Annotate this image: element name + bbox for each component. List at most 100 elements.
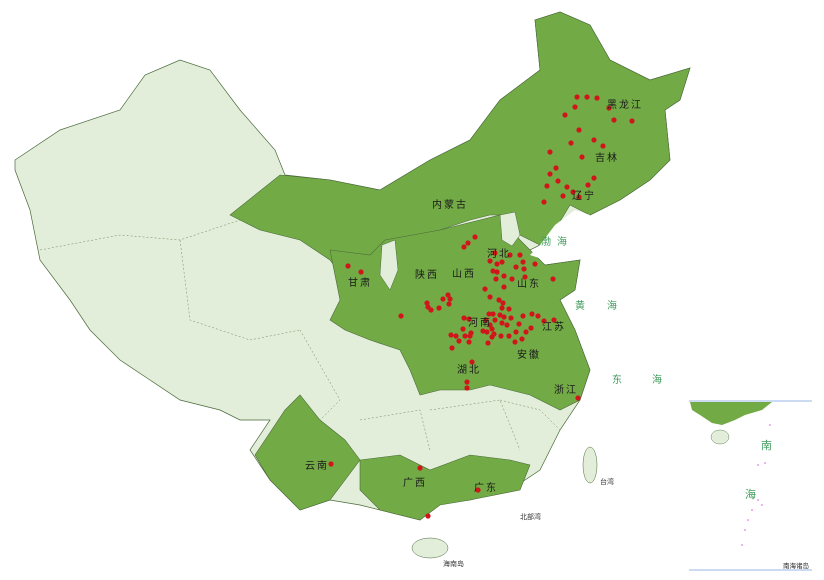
site-marker — [483, 317, 489, 323]
label-gansu: 甘肃 — [348, 276, 372, 289]
site-marker — [506, 333, 512, 339]
site-marker — [490, 268, 496, 274]
site-marker — [584, 94, 590, 100]
hainan-island — [411, 537, 449, 559]
label-shanxi: 山西 — [452, 268, 476, 280]
site-marker — [535, 313, 541, 319]
site-marker — [487, 322, 493, 328]
site-marker — [469, 359, 475, 365]
label-guangxi: 广西 — [403, 477, 427, 489]
site-marker — [449, 345, 455, 351]
taiwan-island — [582, 446, 598, 484]
label-shaanxi: 陕西 — [415, 268, 439, 281]
site-marker — [528, 325, 534, 331]
site-marker — [513, 329, 519, 335]
site-marker — [547, 149, 553, 155]
site-marker — [494, 269, 500, 275]
site-marker — [487, 258, 493, 264]
site-marker — [509, 276, 515, 282]
site-marker — [551, 317, 557, 323]
label-hebei: 河北 — [487, 248, 511, 260]
site-marker — [541, 318, 547, 324]
site-marker — [436, 305, 442, 311]
label-shandong: 山东 — [517, 277, 541, 290]
site-marker — [576, 127, 582, 133]
region-beijing-tianjin — [499, 211, 521, 247]
site-marker — [500, 300, 506, 306]
site-marker — [475, 487, 481, 493]
site-marker — [507, 252, 513, 258]
bohai-sea — [530, 210, 590, 260]
site-marker — [485, 340, 491, 346]
site-marker — [446, 301, 452, 307]
label-beibuwan: 北部湾 — [520, 512, 541, 521]
site-marker — [574, 94, 580, 100]
site-marker — [466, 316, 472, 322]
label-guangdong: 广东 — [474, 481, 498, 494]
site-marker — [466, 339, 472, 345]
region-guangxi-guangdong — [359, 454, 531, 521]
site-marker — [611, 117, 617, 123]
label-neimenggu: 内蒙古 — [432, 198, 468, 211]
site-marker — [345, 263, 351, 269]
site-marker — [484, 329, 490, 335]
site-marker — [517, 252, 523, 258]
site-marker — [493, 276, 499, 282]
site-marker — [472, 234, 478, 240]
site-marker — [522, 274, 528, 280]
inset-islands — [741, 424, 771, 546]
south-china-sea-inset: 南 海 南海诸岛 — [689, 400, 812, 571]
site-marker — [585, 182, 591, 188]
site-marker — [600, 143, 606, 149]
site-marker — [464, 385, 470, 391]
site-marker — [516, 321, 522, 327]
inset-hainan — [710, 429, 730, 445]
site-marker — [532, 261, 538, 267]
site-marker — [498, 333, 504, 339]
site-marker — [425, 513, 431, 519]
site-marker — [489, 326, 495, 332]
site-marker — [555, 178, 561, 184]
province-labels: 黑龙江 吉林 辽宁 内蒙古 河北 山西 陕西 甘肃 山东 河南 江苏 安徽 湖北… — [305, 98, 641, 494]
site-marker — [575, 395, 581, 401]
site-marker — [494, 261, 500, 267]
label-henan: 河南 — [468, 316, 492, 329]
label-zhejiang: 浙江 — [554, 384, 578, 396]
site-marker — [629, 118, 635, 124]
site-marker — [520, 259, 526, 265]
label-huanghai: 黄海 — [575, 299, 639, 312]
site-marker — [521, 266, 527, 272]
site-marker — [497, 312, 503, 318]
site-marker — [480, 328, 486, 334]
site-marker — [512, 339, 518, 345]
site-marker — [553, 165, 559, 171]
inset-title: 南海诸岛 — [783, 561, 809, 570]
site-marker — [501, 284, 507, 290]
sea-labels: 渤海 黄海 东海 北部湾 海南岛 台湾 — [443, 235, 692, 568]
site-marker — [529, 311, 535, 317]
site-marker — [447, 296, 453, 302]
site-marker — [568, 140, 574, 146]
site-marker — [572, 104, 578, 110]
label-liaoning: 辽宁 — [572, 189, 596, 202]
site-marker — [492, 250, 498, 256]
site-marker — [461, 315, 467, 321]
site-marker — [467, 333, 473, 339]
site-marker — [358, 269, 364, 275]
site-marker — [482, 286, 488, 292]
inset-label-hai: 海 — [745, 487, 756, 501]
site-marker — [492, 317, 498, 323]
label-donghai: 东海 — [612, 373, 692, 386]
site-marker — [486, 311, 492, 317]
inset-label-nan: 南 — [761, 439, 772, 452]
site-marker — [489, 334, 495, 340]
site-marker — [501, 314, 507, 320]
site-marker — [547, 171, 553, 177]
site-marker — [513, 264, 519, 270]
site-marker — [424, 300, 430, 306]
inset-mainland — [690, 402, 772, 425]
site-marker — [579, 154, 585, 160]
label-jilin: 吉林 — [595, 151, 619, 164]
